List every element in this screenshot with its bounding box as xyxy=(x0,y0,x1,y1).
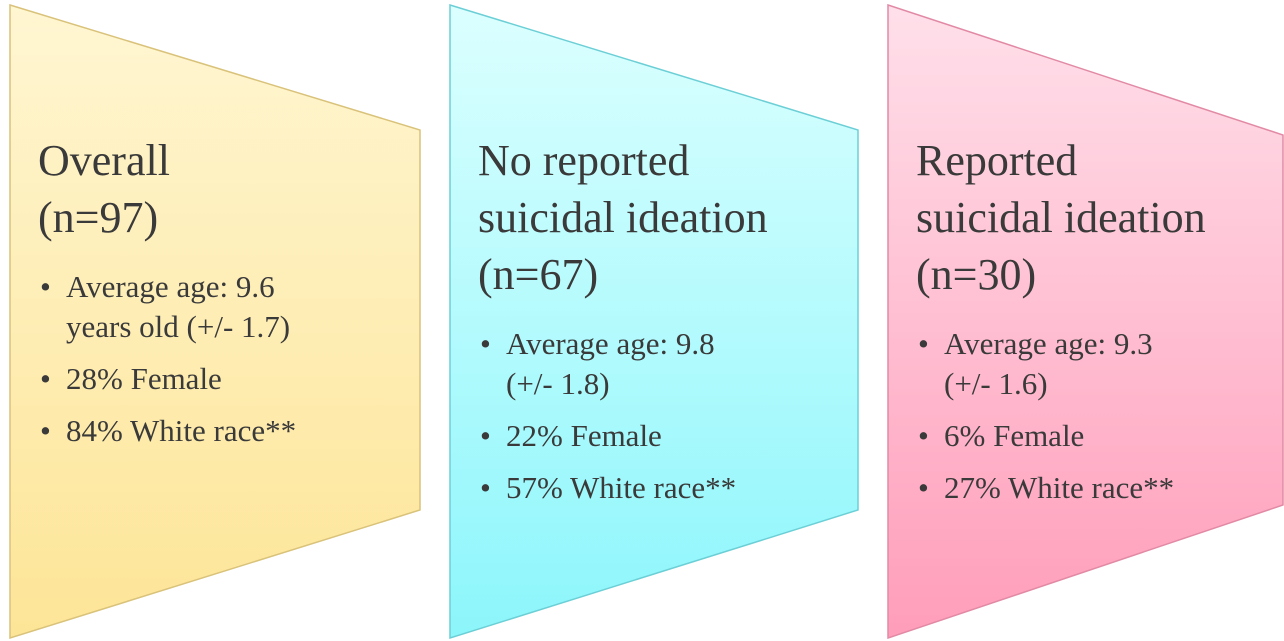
panel-heading: No reported xyxy=(478,136,689,185)
bullet-dot: • xyxy=(918,326,929,361)
bullet-text: 28% Female xyxy=(66,361,222,396)
bullet-text: Average age: 9.3 xyxy=(944,326,1153,361)
bullet-dot: • xyxy=(480,418,491,453)
bullet-dot: • xyxy=(918,418,929,453)
panel-heading: Reported xyxy=(916,136,1077,185)
bullet-dot: • xyxy=(40,413,51,448)
bullet-text: 84% White race** xyxy=(66,413,296,448)
bullet-text: (+/- 1.6) xyxy=(944,366,1048,401)
bullet-dot: • xyxy=(918,470,929,505)
bullet-text: 22% Female xyxy=(506,418,662,453)
bullet-text: 57% White race** xyxy=(506,470,736,505)
bullet-text: (+/- 1.8) xyxy=(506,366,610,401)
panel-heading: (n=97) xyxy=(38,193,158,242)
panel-heading: suicidal ideation xyxy=(916,193,1206,242)
bullet-text: years old (+/- 1.7) xyxy=(66,309,290,344)
bullet-text: Average age: 9.6 xyxy=(66,269,275,304)
bullet-dot: • xyxy=(40,361,51,396)
panel-shape xyxy=(449,3,859,640)
panel-shape xyxy=(887,3,1284,640)
texts: Overall (n=97) • Average age: 9.6 years old … xyxy=(38,136,1206,505)
bullet-dot: • xyxy=(480,326,491,361)
panel-heading: Overall xyxy=(38,136,170,185)
bullet-text: 6% Female xyxy=(944,418,1084,453)
panel-heading: (n=30) xyxy=(916,250,1036,299)
bullet-text: Average age: 9.8 xyxy=(506,326,715,361)
panel-heading: suicidal ideation xyxy=(478,193,768,242)
bullet-dot: • xyxy=(40,269,51,304)
panel-shape xyxy=(9,3,421,640)
bullet-dot: • xyxy=(480,470,491,505)
bullet-text: 27% White race** xyxy=(944,470,1174,505)
panel-heading: (n=67) xyxy=(478,250,598,299)
